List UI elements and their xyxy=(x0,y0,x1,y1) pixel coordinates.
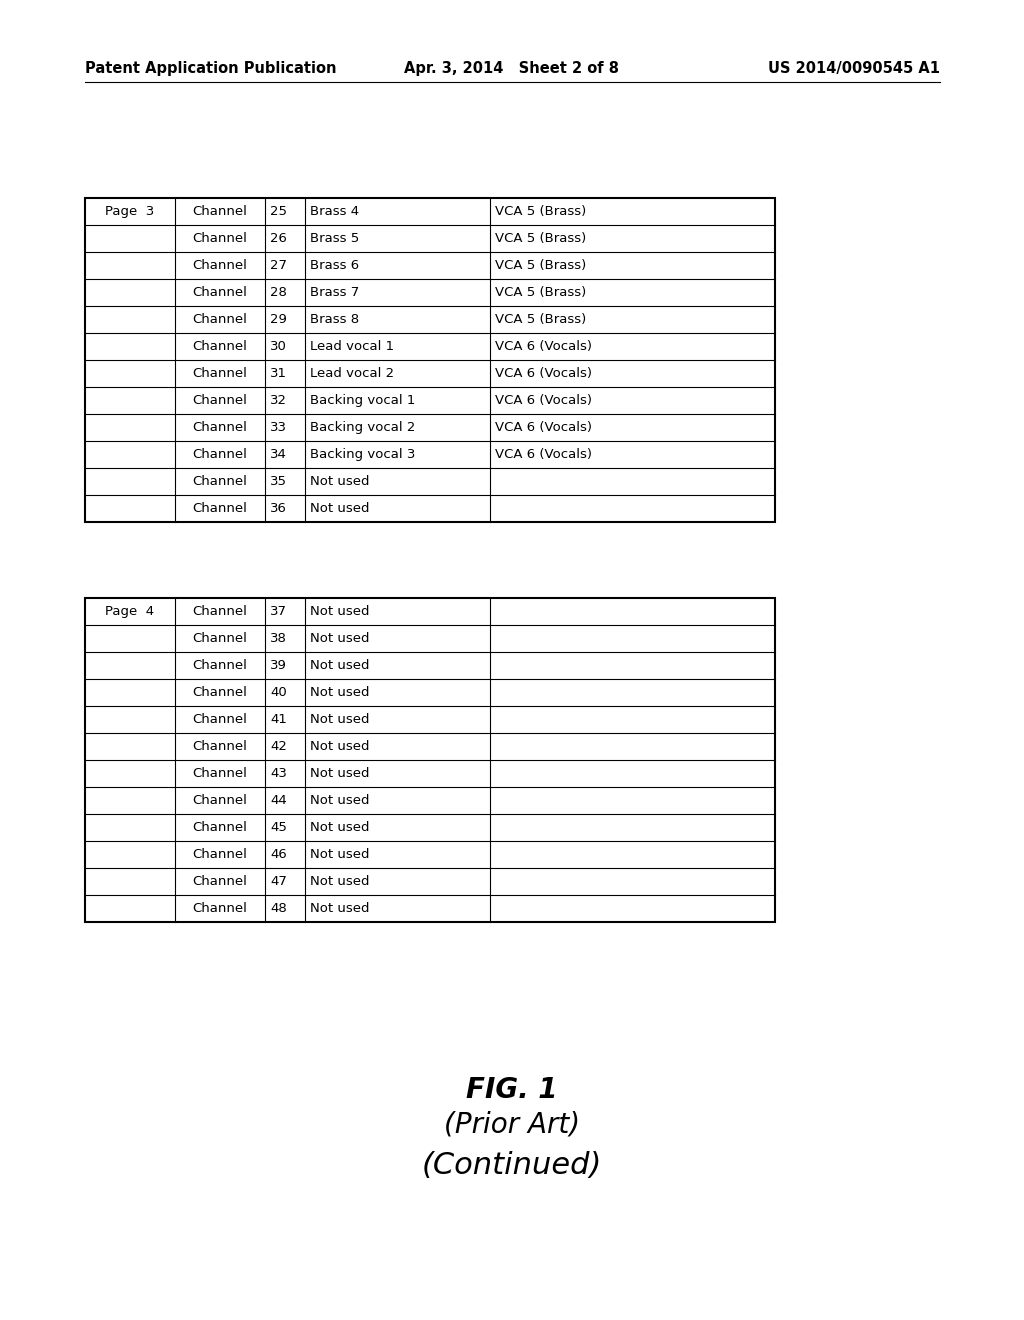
Text: Channel: Channel xyxy=(193,393,248,407)
Text: Channel: Channel xyxy=(193,232,248,246)
Text: 29: 29 xyxy=(270,313,287,326)
Text: 38: 38 xyxy=(270,632,287,645)
Text: 46: 46 xyxy=(270,847,287,861)
Text: 26: 26 xyxy=(270,232,287,246)
Text: 45: 45 xyxy=(270,821,287,834)
Text: Not used: Not used xyxy=(310,605,370,618)
Text: VCA 5 (Brass): VCA 5 (Brass) xyxy=(495,313,587,326)
Text: Brass 8: Brass 8 xyxy=(310,313,359,326)
Text: Page  4: Page 4 xyxy=(105,605,155,618)
Text: Channel: Channel xyxy=(193,713,248,726)
Text: 34: 34 xyxy=(270,447,287,461)
Text: VCA 6 (Vocals): VCA 6 (Vocals) xyxy=(495,393,592,407)
Text: 33: 33 xyxy=(270,421,287,434)
Text: Backing vocal 2: Backing vocal 2 xyxy=(310,421,416,434)
Text: Brass 5: Brass 5 xyxy=(310,232,359,246)
Text: Channel: Channel xyxy=(193,632,248,645)
Text: VCA 6 (Vocals): VCA 6 (Vocals) xyxy=(495,367,592,380)
Text: Channel: Channel xyxy=(193,502,248,515)
Text: 41: 41 xyxy=(270,713,287,726)
Text: Channel: Channel xyxy=(193,367,248,380)
Text: 36: 36 xyxy=(270,502,287,515)
Text: Channel: Channel xyxy=(193,847,248,861)
Text: Not used: Not used xyxy=(310,659,370,672)
Text: Not used: Not used xyxy=(310,632,370,645)
Text: Backing vocal 3: Backing vocal 3 xyxy=(310,447,416,461)
Text: VCA 6 (Vocals): VCA 6 (Vocals) xyxy=(495,447,592,461)
Text: Channel: Channel xyxy=(193,741,248,752)
Text: Channel: Channel xyxy=(193,767,248,780)
Text: Channel: Channel xyxy=(193,447,248,461)
Text: 40: 40 xyxy=(270,686,287,700)
Text: 25: 25 xyxy=(270,205,287,218)
Text: 35: 35 xyxy=(270,475,287,488)
Text: VCA 5 (Brass): VCA 5 (Brass) xyxy=(495,232,587,246)
Text: 39: 39 xyxy=(270,659,287,672)
Text: 37: 37 xyxy=(270,605,287,618)
Text: Not used: Not used xyxy=(310,902,370,915)
Text: Channel: Channel xyxy=(193,659,248,672)
Text: 31: 31 xyxy=(270,367,287,380)
Text: (Prior Art): (Prior Art) xyxy=(444,1111,580,1139)
Text: 47: 47 xyxy=(270,875,287,888)
Text: Channel: Channel xyxy=(193,341,248,352)
Text: US 2014/0090545 A1: US 2014/0090545 A1 xyxy=(768,61,940,75)
Text: Patent Application Publication: Patent Application Publication xyxy=(85,61,337,75)
Text: FIG. 1: FIG. 1 xyxy=(466,1076,558,1104)
Text: Channel: Channel xyxy=(193,686,248,700)
Text: Apr. 3, 2014   Sheet 2 of 8: Apr. 3, 2014 Sheet 2 of 8 xyxy=(404,61,620,75)
Bar xyxy=(85,198,775,521)
Text: Channel: Channel xyxy=(193,205,248,218)
Text: Page  3: Page 3 xyxy=(105,205,155,218)
Text: Channel: Channel xyxy=(193,475,248,488)
Text: VCA 5 (Brass): VCA 5 (Brass) xyxy=(495,205,587,218)
Text: Channel: Channel xyxy=(193,875,248,888)
Text: 42: 42 xyxy=(270,741,287,752)
Text: 27: 27 xyxy=(270,259,287,272)
Text: 30: 30 xyxy=(270,341,287,352)
Text: Not used: Not used xyxy=(310,795,370,807)
Text: Channel: Channel xyxy=(193,286,248,300)
Text: (Continued): (Continued) xyxy=(422,1151,602,1180)
Text: Brass 6: Brass 6 xyxy=(310,259,359,272)
Text: Channel: Channel xyxy=(193,795,248,807)
Text: Brass 4: Brass 4 xyxy=(310,205,359,218)
Text: 28: 28 xyxy=(270,286,287,300)
Text: Not used: Not used xyxy=(310,847,370,861)
Text: Not used: Not used xyxy=(310,875,370,888)
Text: VCA 5 (Brass): VCA 5 (Brass) xyxy=(495,259,587,272)
Bar xyxy=(85,598,775,921)
Text: Backing vocal 1: Backing vocal 1 xyxy=(310,393,416,407)
Text: 32: 32 xyxy=(270,393,287,407)
Text: Channel: Channel xyxy=(193,605,248,618)
Text: Not used: Not used xyxy=(310,741,370,752)
Text: 48: 48 xyxy=(270,902,287,915)
Text: Not used: Not used xyxy=(310,502,370,515)
Text: Not used: Not used xyxy=(310,767,370,780)
Text: Lead vocal 2: Lead vocal 2 xyxy=(310,367,394,380)
Text: Channel: Channel xyxy=(193,313,248,326)
Text: Not used: Not used xyxy=(310,821,370,834)
Text: 43: 43 xyxy=(270,767,287,780)
Text: Not used: Not used xyxy=(310,475,370,488)
Text: VCA 6 (Vocals): VCA 6 (Vocals) xyxy=(495,341,592,352)
Text: VCA 6 (Vocals): VCA 6 (Vocals) xyxy=(495,421,592,434)
Text: VCA 5 (Brass): VCA 5 (Brass) xyxy=(495,286,587,300)
Text: 44: 44 xyxy=(270,795,287,807)
Text: Channel: Channel xyxy=(193,259,248,272)
Text: Channel: Channel xyxy=(193,421,248,434)
Text: Not used: Not used xyxy=(310,713,370,726)
Text: Lead vocal 1: Lead vocal 1 xyxy=(310,341,394,352)
Text: Brass 7: Brass 7 xyxy=(310,286,359,300)
Text: Channel: Channel xyxy=(193,902,248,915)
Text: Not used: Not used xyxy=(310,686,370,700)
Text: Channel: Channel xyxy=(193,821,248,834)
